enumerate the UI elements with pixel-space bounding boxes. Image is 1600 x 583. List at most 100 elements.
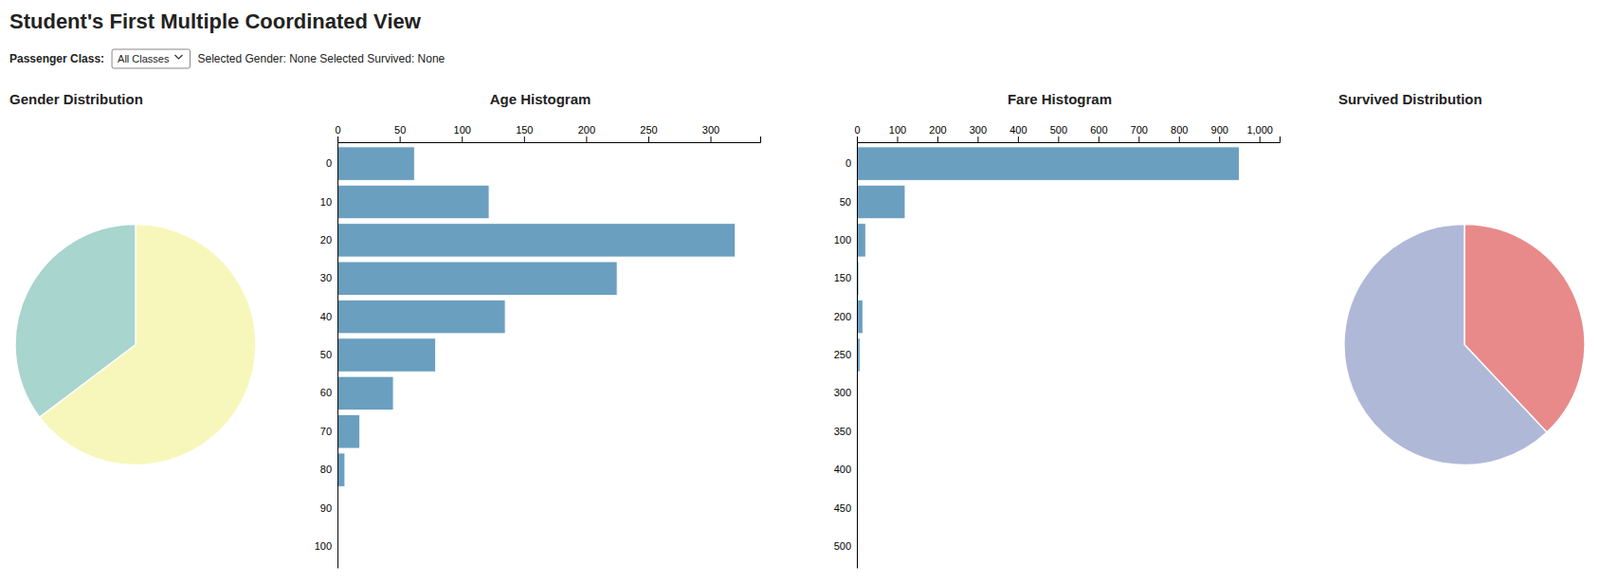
- tick: 300: [969, 124, 987, 143]
- tick-label: 0: [326, 157, 332, 169]
- tick: 100: [314, 540, 332, 552]
- tick: 0: [326, 157, 332, 169]
- tick-mark: [337, 136, 339, 143]
- tick: 60: [320, 386, 332, 399]
- tick: 30: [320, 272, 332, 284]
- tick: 500: [1050, 124, 1068, 143]
- tick: 700: [1130, 124, 1148, 143]
- tick-mark: [977, 136, 979, 143]
- tick: 50: [394, 124, 406, 143]
- y-axis: 0102030405060708090100: [314, 143, 339, 569]
- tick-label: 300: [702, 124, 720, 136]
- tick: 40: [320, 310, 332, 323]
- bar: [856, 146, 1239, 182]
- tick-mark: [937, 136, 939, 143]
- tick-label: 150: [834, 272, 852, 284]
- tick: 70: [320, 425, 332, 437]
- axis-line: [337, 143, 339, 569]
- tick-label: 1,000: [1246, 124, 1273, 136]
- tick: 50: [320, 348, 332, 361]
- tick-label: 50: [394, 124, 406, 136]
- tick-label: 0: [854, 124, 860, 136]
- y-axis: 0 50 100 150 200 250 300 350 400 450 500: [834, 143, 858, 569]
- tick-label: 200: [578, 124, 596, 136]
- axis-line: [856, 143, 858, 569]
- tick-label: 350: [834, 425, 852, 437]
- tick-label: 40: [320, 310, 332, 323]
- tick-label: 70: [320, 425, 332, 437]
- tick-label: 450: [834, 502, 852, 514]
- tick-label: 90: [320, 502, 332, 514]
- tick-mark: [585, 136, 587, 143]
- tick-mark: [461, 136, 463, 143]
- tick-mark: [1018, 136, 1019, 143]
- tick-label: 150: [515, 124, 533, 136]
- bar: [337, 261, 618, 296]
- tick: 100: [889, 124, 907, 143]
- tick: 800: [1170, 124, 1188, 143]
- tick: 0: [335, 124, 342, 143]
- tick-mark: [1138, 136, 1140, 143]
- tick-mark: [524, 136, 526, 143]
- tick: 250: [834, 348, 852, 361]
- bar: [337, 184, 490, 219]
- tick-label: 50: [839, 196, 852, 208]
- tick-label: 400: [1009, 124, 1027, 136]
- dropdown-text: All Classes: [117, 53, 170, 65]
- tick-mark: [648, 136, 650, 143]
- pie: [1344, 223, 1585, 465]
- tick: 900: [1211, 124, 1229, 143]
- tick-label: 100: [314, 540, 332, 552]
- tick-label: 250: [834, 348, 852, 361]
- tick-label: 700: [1130, 124, 1148, 136]
- tick-label: 250: [639, 124, 657, 136]
- tick-label: 500: [1050, 124, 1068, 136]
- tick-label: 300: [969, 124, 987, 136]
- tick: 100: [834, 234, 852, 246]
- tick-label: 400: [834, 463, 852, 475]
- bar: [337, 299, 506, 334]
- bar: [337, 146, 415, 182]
- tick-label: 200: [834, 310, 852, 323]
- tick: 500: [834, 540, 852, 552]
- figure: Student's First Multiple Coordinated Vie…: [0, 0, 1600, 583]
- tick-mark: [710, 136, 712, 143]
- dropdown: All Classes: [111, 49, 190, 69]
- tick: 10: [320, 196, 332, 208]
- bar: [337, 338, 437, 373]
- bar: [337, 414, 361, 449]
- tick-mark: [1179, 136, 1181, 143]
- main-title: Student's First Multiple Coordinated Vie…: [9, 9, 422, 34]
- bar: [337, 376, 394, 411]
- chart-title: Age Histogram: [490, 90, 592, 108]
- x-axis: 01002003004005006007008009001,000: [854, 124, 1280, 144]
- bars: [856, 146, 1239, 564]
- tick-label: 100: [834, 234, 852, 246]
- tick-label: 500: [834, 540, 852, 552]
- tick: 200: [578, 124, 596, 143]
- tick-label: 900: [1211, 124, 1229, 136]
- tick-mark: [1218, 136, 1220, 143]
- tick: 50: [839, 196, 852, 208]
- chart-title: Fare Histogram: [1007, 90, 1112, 108]
- tick: 20: [320, 234, 332, 246]
- tick-label: 300: [834, 386, 852, 399]
- tick-label: 0: [845, 157, 852, 169]
- tick: 150: [515, 124, 533, 143]
- tick-mark: [1057, 136, 1059, 143]
- tick-label: 200: [928, 124, 946, 136]
- tick: 300: [834, 386, 852, 399]
- tick-label: 10: [320, 196, 332, 208]
- subtitle-text: Selected Gender: None Selected Survived:…: [197, 52, 445, 66]
- tick-label: 60: [320, 386, 332, 399]
- tick: 400: [834, 463, 852, 475]
- tick-label: 100: [889, 124, 907, 136]
- subtitle-label: Passenger Class:: [9, 52, 105, 66]
- tick-label: 50: [320, 348, 332, 361]
- plot: 0501001502002503000102030405060708090100: [314, 124, 762, 569]
- tick-mark: [896, 136, 898, 143]
- tick: 200: [928, 124, 946, 143]
- panel: Age Histogram 0 50 100 150 200 250 300 0 10 20 30 40…: [314, 90, 762, 569]
- tick-label: 30: [320, 272, 332, 284]
- pie-slice: [1344, 223, 1547, 465]
